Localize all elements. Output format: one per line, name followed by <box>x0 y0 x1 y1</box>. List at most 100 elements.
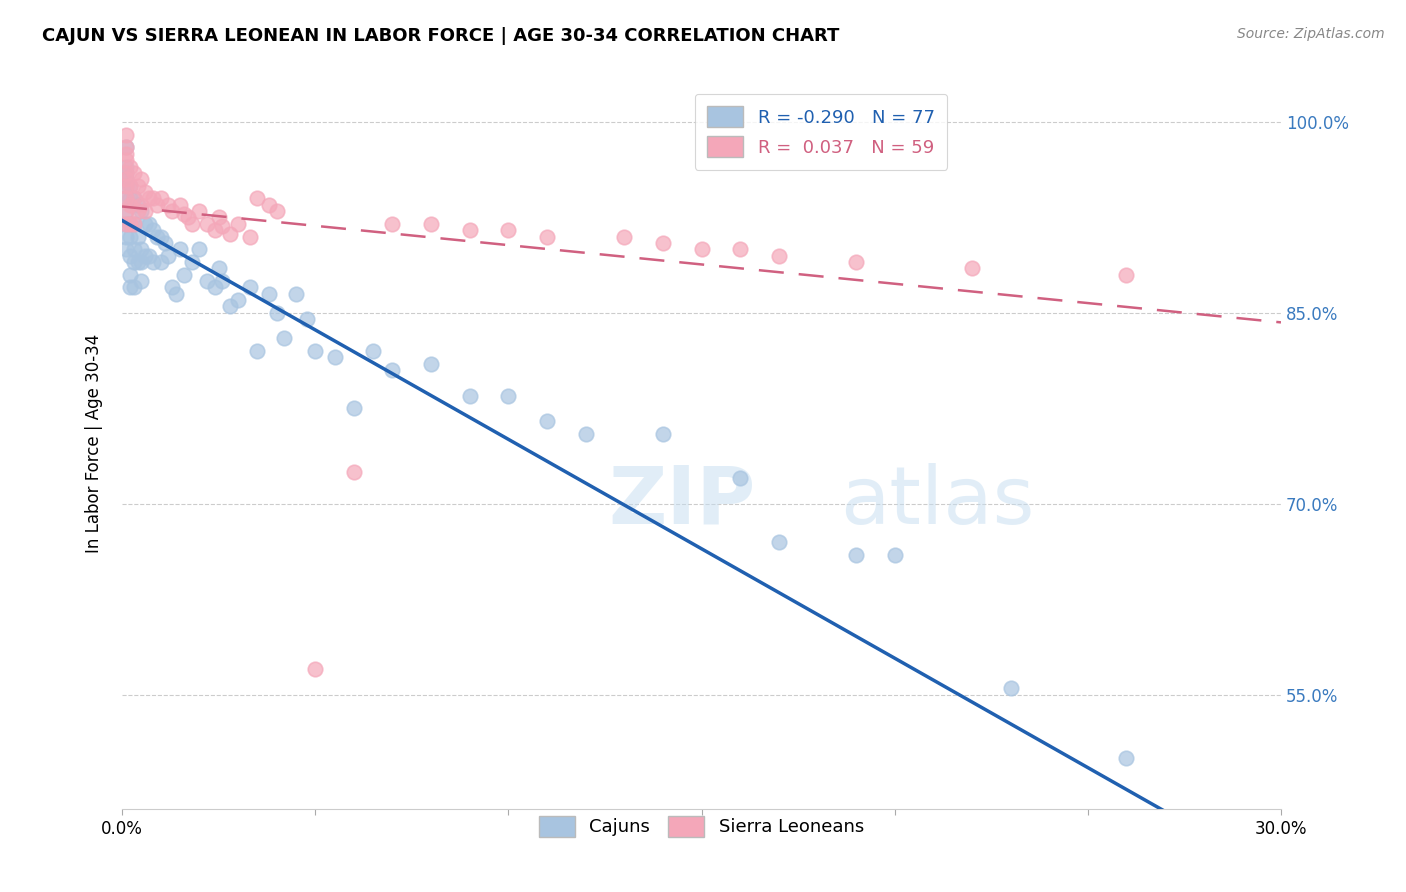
Point <box>149 229 172 244</box>
Point <box>118 191 141 205</box>
Point <box>149 255 172 269</box>
Point <box>122 191 145 205</box>
Point <box>153 235 176 250</box>
Point <box>115 172 138 186</box>
Point <box>960 261 983 276</box>
Point <box>204 280 226 294</box>
Point <box>115 178 138 193</box>
Point <box>138 217 160 231</box>
Point <box>115 166 138 180</box>
Point <box>118 160 141 174</box>
Point <box>118 229 141 244</box>
Text: atlas: atlas <box>841 463 1035 541</box>
Point <box>257 286 280 301</box>
Point <box>131 255 153 269</box>
Point <box>134 217 156 231</box>
Point <box>195 274 218 288</box>
Point <box>118 217 141 231</box>
Point <box>211 274 233 288</box>
Point <box>361 344 384 359</box>
Legend: Cajuns, Sierra Leoneans: Cajuns, Sierra Leoneans <box>531 809 872 844</box>
Point <box>304 662 326 676</box>
Point <box>458 223 481 237</box>
Point <box>157 197 180 211</box>
Point <box>131 204 153 219</box>
Point <box>343 465 366 479</box>
Point <box>118 268 141 282</box>
Point <box>1115 751 1137 765</box>
Point <box>115 178 138 193</box>
Point <box>157 249 180 263</box>
Point <box>127 197 149 211</box>
Point <box>226 293 249 307</box>
Point <box>728 471 751 485</box>
Point <box>188 242 211 256</box>
Point <box>142 191 165 205</box>
Point <box>142 255 165 269</box>
Point <box>304 344 326 359</box>
Point <box>118 249 141 263</box>
Point <box>127 229 149 244</box>
Point <box>134 204 156 219</box>
Point <box>613 229 636 244</box>
Point <box>536 229 558 244</box>
Point <box>690 242 713 256</box>
Point <box>177 211 200 225</box>
Point <box>115 172 138 186</box>
Text: CAJUN VS SIERRA LEONEAN IN LABOR FORCE | AGE 30-34 CORRELATION CHART: CAJUN VS SIERRA LEONEAN IN LABOR FORCE |… <box>42 27 839 45</box>
Point <box>122 191 145 205</box>
Point <box>246 191 269 205</box>
Point <box>118 217 141 231</box>
Point <box>115 204 138 219</box>
Point <box>122 217 145 231</box>
Point <box>115 217 138 231</box>
Point <box>188 204 211 219</box>
Point <box>131 242 153 256</box>
Point <box>226 217 249 231</box>
Point <box>118 280 141 294</box>
Point <box>219 227 242 241</box>
Point <box>138 249 160 263</box>
Point <box>173 206 195 220</box>
Point <box>115 166 138 180</box>
Point <box>266 306 288 320</box>
Point <box>122 166 145 180</box>
Point <box>238 280 260 294</box>
Point <box>134 249 156 263</box>
Point <box>131 197 153 211</box>
Point <box>115 242 138 256</box>
Point <box>122 242 145 256</box>
Point <box>138 191 160 205</box>
Point <box>115 146 138 161</box>
Point <box>1115 268 1137 282</box>
Point <box>115 128 138 142</box>
Point <box>219 300 242 314</box>
Point <box>498 223 520 237</box>
Point <box>115 217 138 231</box>
Point <box>728 242 751 256</box>
Point <box>195 217 218 231</box>
Point <box>323 351 346 365</box>
Point <box>122 217 145 231</box>
Point <box>211 219 233 234</box>
Point <box>115 140 138 154</box>
Point <box>845 548 868 562</box>
Point <box>575 426 598 441</box>
Point <box>115 191 138 205</box>
Text: ZIP: ZIP <box>609 463 756 541</box>
Point <box>1000 681 1022 696</box>
Point <box>122 280 145 294</box>
Point <box>118 197 141 211</box>
Point <box>845 255 868 269</box>
Point <box>131 274 153 288</box>
Point <box>273 331 295 345</box>
Point <box>536 414 558 428</box>
Point <box>651 235 673 250</box>
Point <box>115 153 138 168</box>
Point <box>165 286 187 301</box>
Point <box>381 217 404 231</box>
Point <box>115 140 138 154</box>
Point <box>127 178 149 193</box>
Point <box>498 388 520 402</box>
Point <box>146 197 169 211</box>
